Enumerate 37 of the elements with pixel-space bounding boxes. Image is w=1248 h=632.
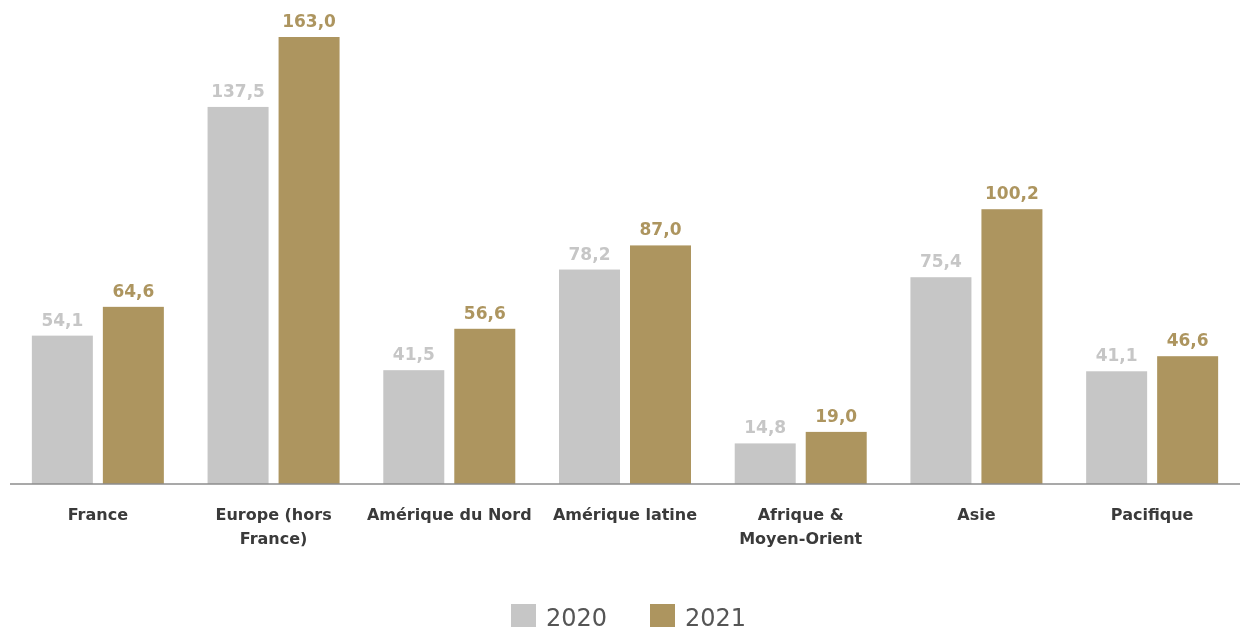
x-tick-label: Asie bbox=[957, 505, 996, 524]
bar bbox=[734, 443, 796, 484]
data-label: 75,4 bbox=[919, 251, 963, 272]
data-label: 54,1 bbox=[41, 309, 84, 330]
bar bbox=[910, 277, 972, 484]
data-label: 19,0 bbox=[815, 405, 858, 426]
x-tick-label: Afrique & Moyen-Orient bbox=[739, 505, 863, 548]
x-tick-label: Amérique latine bbox=[552, 505, 698, 524]
data-label: 56,6 bbox=[463, 302, 506, 323]
bar bbox=[630, 245, 691, 484]
x-tick-label: Amérique du Nord bbox=[366, 505, 532, 524]
bar bbox=[207, 106, 269, 484]
bar bbox=[278, 37, 340, 484]
legend-label: 2020 bbox=[546, 604, 608, 632]
bar bbox=[31, 335, 93, 484]
data-label: 78,2 bbox=[568, 243, 611, 264]
legend-label: 2021 bbox=[685, 604, 747, 632]
bar bbox=[383, 370, 445, 484]
bar bbox=[981, 209, 1043, 484]
data-label: 64,6 bbox=[112, 280, 155, 301]
x-tick-label: Europe (hors France) bbox=[215, 505, 332, 548]
data-label: 46,6 bbox=[1166, 330, 1209, 351]
data-label: 14,8 bbox=[744, 417, 787, 438]
data-label: 87,0 bbox=[639, 219, 682, 240]
bar bbox=[454, 328, 516, 484]
data-label: 41,1 bbox=[1095, 345, 1138, 366]
data-label: 100,2 bbox=[985, 183, 1039, 204]
bar bbox=[559, 269, 620, 484]
bar bbox=[805, 431, 867, 484]
data-label: 137,5 bbox=[211, 80, 265, 101]
data-label: 163,0 bbox=[282, 11, 337, 31]
x-tick-label: France bbox=[67, 505, 129, 524]
x-tick-label: Pacifique bbox=[1110, 505, 1194, 524]
bar bbox=[1086, 371, 1148, 484]
bar bbox=[102, 306, 164, 484]
bar bbox=[1157, 356, 1219, 484]
data-label: 41,5 bbox=[392, 344, 435, 365]
